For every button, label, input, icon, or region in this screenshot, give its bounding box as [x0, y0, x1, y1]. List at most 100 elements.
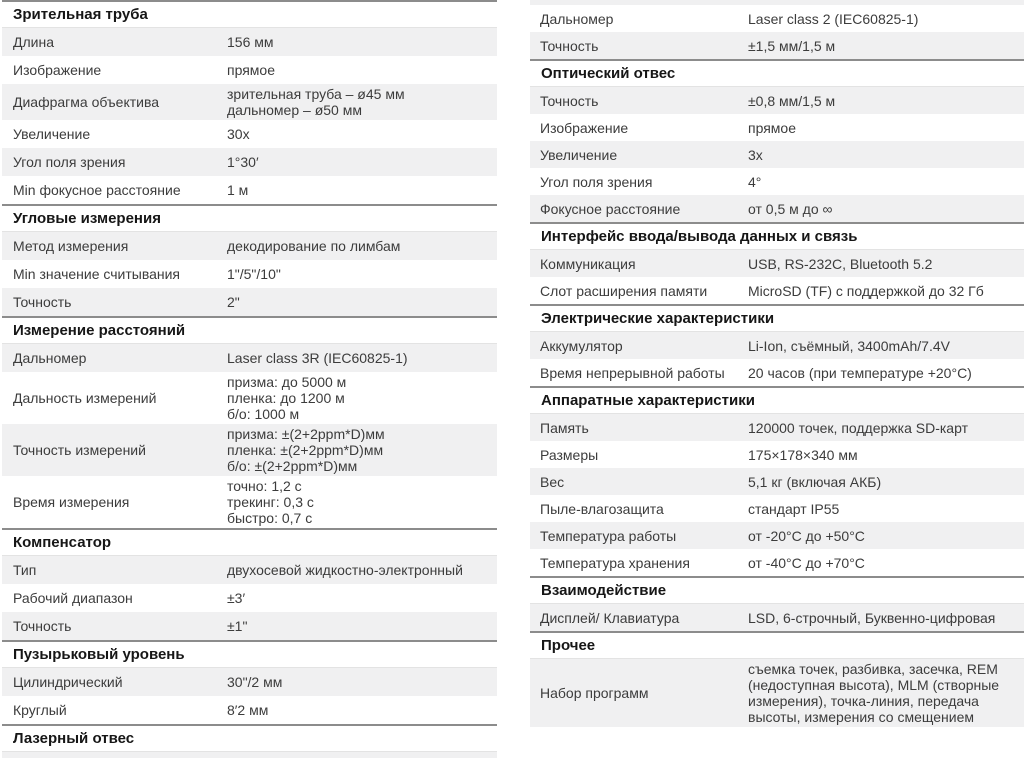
- spec-row: Угол поля зрения 4°: [530, 168, 1024, 195]
- spec-value: 20 часов (при температуре +20°C): [748, 364, 972, 381]
- spec-value: 1 м: [227, 182, 249, 198]
- spec-row: Метод измерения декодирование по лимбам: [2, 232, 497, 260]
- spec-value-line: точно: 1,2 с: [227, 478, 302, 494]
- spec-value: ±3′: [227, 590, 246, 606]
- spec-label: Увеличение: [13, 126, 91, 142]
- spec-label: Тип: [13, 562, 37, 578]
- partial-row-top: [530, 0, 1024, 5]
- spec-value: 120000 точек, поддержка SD-карт: [748, 419, 968, 436]
- section-header: Аппаратные характеристики: [530, 386, 1024, 414]
- spec-row: Тип двухосевой жидкостно-электронный: [2, 556, 497, 584]
- spec-row: Диафрагма объектива зрительная труба – ø4…: [2, 84, 497, 120]
- spec-value: двухосевой жидкостно-электронный: [227, 562, 463, 578]
- spec-label: Память: [540, 419, 589, 436]
- spec-row: Увеличение 30x: [2, 120, 497, 148]
- spec-value-line: съемка точек, разбивка, засечка, REM: [748, 661, 998, 677]
- spec-label: Аккумулятор: [540, 337, 623, 354]
- spec-row: Изображение прямое: [530, 114, 1024, 141]
- spec-value-line: призма: ±(2+2ppm*D)мм: [227, 426, 385, 442]
- spec-value: 1°30′: [227, 154, 259, 170]
- spec-value: съемка точек, разбивка, засечка, REM (нед…: [748, 661, 1024, 725]
- spec-value-line: (недоступная высота), MLM (створные: [748, 677, 1000, 693]
- section-header: Компенсатор: [2, 528, 497, 556]
- spec-label: Дальномер: [13, 350, 87, 366]
- spec-row: Дальность измерений призма: до 5000 м плен…: [2, 372, 497, 424]
- spec-row: Изображение прямое: [2, 56, 497, 84]
- spec-value: 4°: [748, 173, 762, 190]
- spec-value: призма: до 5000 м пленка: до 1200 м б/о: 1…: [227, 374, 497, 422]
- spec-value-line: б/о: 1000 м: [227, 406, 300, 422]
- spec-label: Рабочий диапазон: [13, 590, 133, 606]
- spec-value-line: б/о: ±(2+2ppm*D)мм: [227, 458, 358, 474]
- spec-label: Изображение: [13, 62, 102, 78]
- spec-label: Слот расширения памяти: [540, 282, 708, 299]
- spec-table-left-column: Зрительная труба Длина 156 мм Изображение пр…: [2, 0, 497, 758]
- spec-label: Min значение считывания: [13, 266, 181, 282]
- section-header: Зрительная труба: [2, 0, 497, 28]
- spec-row: Пыле-влагозащита стандарт IP55: [530, 495, 1024, 522]
- spec-value-line: высоты, измерения со смещением: [748, 709, 974, 725]
- spec-row: Цилиндрический 30"/2 мм: [2, 668, 497, 696]
- spec-label: Длина: [13, 34, 54, 50]
- spec-label: Точность: [540, 37, 599, 54]
- spec-value: 2": [227, 294, 240, 310]
- spec-value: 8′2 мм: [227, 702, 269, 718]
- section-header: Угловые измерения: [2, 204, 497, 232]
- spec-value: LSD, 6-строчный, Буквенно-цифровая: [748, 609, 996, 626]
- spec-label: Дисплей/ Клавиатура: [540, 609, 680, 626]
- spec-label: Круглый: [13, 702, 67, 718]
- spec-label: Коммуникация: [540, 255, 636, 272]
- spec-value: Laser class 2 (IEC60825-1): [748, 10, 919, 27]
- spec-label: Метод измерения: [13, 238, 129, 254]
- section-header: Электрические характеристики: [530, 304, 1024, 332]
- spec-row: Точность измерений призма: ±(2+2ppm*D)мм п…: [2, 424, 497, 476]
- spec-value: 30"/2 мм: [227, 674, 283, 690]
- spec-value: от 0,5 м до ∞: [748, 200, 833, 217]
- spec-label: Размеры: [540, 446, 599, 463]
- spec-label: Время измерения: [13, 494, 130, 510]
- spec-value: ±1": [227, 618, 248, 634]
- spec-value-line: дальномер – ø50 мм: [227, 102, 362, 118]
- spec-row: Температура работы от -20°C до +50°C: [530, 522, 1024, 549]
- spec-row: Увеличение 3x: [530, 141, 1024, 168]
- spec-label: Набор программ: [540, 685, 649, 701]
- spec-label: Точность измерений: [13, 442, 146, 458]
- section-header: Пузырьковый уровень: [2, 640, 497, 668]
- section-header: Лазерный отвес: [2, 724, 497, 752]
- spec-value: ±0,8 мм/1,5 м: [748, 92, 836, 109]
- spec-row: Аккумулятор Li-Ion, съёмный, 3400mAh/7.4V: [530, 332, 1024, 359]
- spec-value: 156 мм: [227, 34, 274, 50]
- section-header: Оптический отвес: [530, 59, 1024, 87]
- spec-value: Li-Ion, съёмный, 3400mAh/7.4V: [748, 337, 950, 354]
- spec-row: Дальномер Laser class 3R (IEC60825-1): [2, 344, 497, 372]
- spec-value: MicroSD (TF) с поддержкой до 32 Гб: [748, 282, 984, 299]
- spec-row: Время измерения точно: 1,2 с трекинг: 0,3 …: [2, 476, 497, 528]
- section-header: Взаимодействие: [530, 576, 1024, 604]
- spec-row: Min значение считывания 1"/5"/10": [2, 260, 497, 288]
- spec-row: Круглый 8′2 мм: [2, 696, 497, 724]
- spec-table-right: Дальномер Laser class 2 (IEC60825-1) Точно…: [530, 5, 1024, 727]
- spec-value: зрительная труба – ø45 мм дальномер – ø50…: [227, 86, 497, 118]
- spec-row: Дальномер Laser class 2 (IEC60825-1): [530, 5, 1024, 32]
- spec-row: Точность ±0,8 мм/1,5 м: [530, 87, 1024, 114]
- spec-label: Пыле-влагозащита: [540, 500, 664, 517]
- spec-value: ±1,5 мм/1,5 м: [748, 37, 836, 54]
- spec-row: Точность 2": [2, 288, 497, 316]
- spec-label: Температура работы: [540, 527, 677, 544]
- spec-value: стандарт IP55: [748, 500, 840, 517]
- spec-table-left: Зрительная труба Длина 156 мм Изображение пр…: [2, 0, 497, 752]
- section-header: Интерфейс ввода/вывода данных и связь: [530, 222, 1024, 250]
- section-header: Измерение расстояний: [2, 316, 497, 344]
- spec-row: Размеры 175×178×340 мм: [530, 441, 1024, 468]
- spec-label: Время непрерывной работы: [540, 364, 725, 381]
- spec-value-line: измерения), точка-линия, передача: [748, 693, 979, 709]
- spec-label: Точность: [540, 92, 599, 109]
- spec-row: Точность ±1,5 мм/1,5 м: [530, 32, 1024, 59]
- spec-row: Угол поля зрения 1°30′: [2, 148, 497, 176]
- spec-value: прямое: [748, 119, 796, 136]
- spec-label: Угол поля зрения: [540, 173, 653, 190]
- spec-row: Вес 5,1 кг (включая АКБ): [530, 468, 1024, 495]
- spec-value: 1"/5"/10": [227, 266, 281, 282]
- spec-row: Точность ±1": [2, 612, 497, 640]
- spec-label: Фокусное расстояние: [540, 200, 681, 217]
